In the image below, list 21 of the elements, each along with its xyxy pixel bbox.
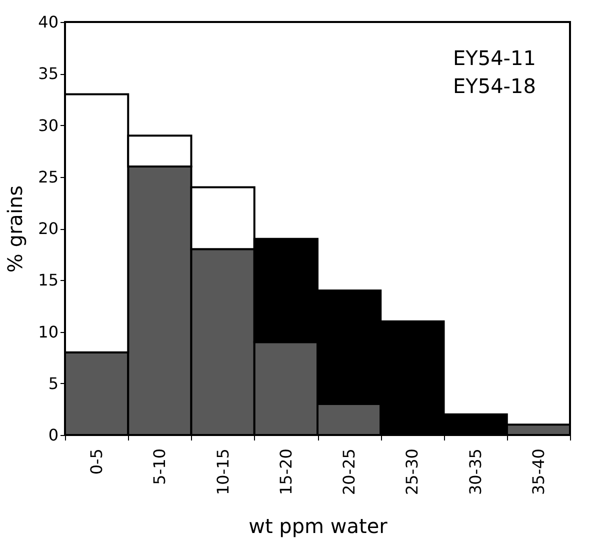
x-tick-label: 35-40: [528, 448, 548, 495]
x-tick-label: 30-35: [466, 448, 485, 495]
x-tick-label: 20-25: [340, 448, 359, 495]
x-tick-label: 25-30: [402, 448, 422, 495]
y-tick-label: 20: [38, 219, 58, 238]
x-axis-title: wt ppm water: [248, 514, 388, 538]
y-tick-label: 35: [38, 64, 58, 84]
y-tick-label: 15: [38, 270, 58, 290]
x-tick-label: 10-15: [213, 448, 232, 495]
y-tick-label: 40: [38, 12, 58, 32]
x-tick-label: 15-20: [276, 448, 296, 495]
annotation: EY54-18: [453, 74, 536, 98]
x-tick-label: 0-5: [87, 448, 106, 475]
y-tick-label: 10: [38, 322, 58, 342]
x-tick-label: 5-10: [150, 448, 170, 485]
y-tick-label: 25: [38, 167, 58, 186]
y-tick-label: 30: [38, 116, 58, 135]
y-tick-label: 0: [48, 426, 58, 444]
y-tick-label: 5: [48, 374, 58, 393]
y-axis-title: % grains: [3, 185, 28, 273]
annotation: EY54-11: [453, 46, 536, 70]
